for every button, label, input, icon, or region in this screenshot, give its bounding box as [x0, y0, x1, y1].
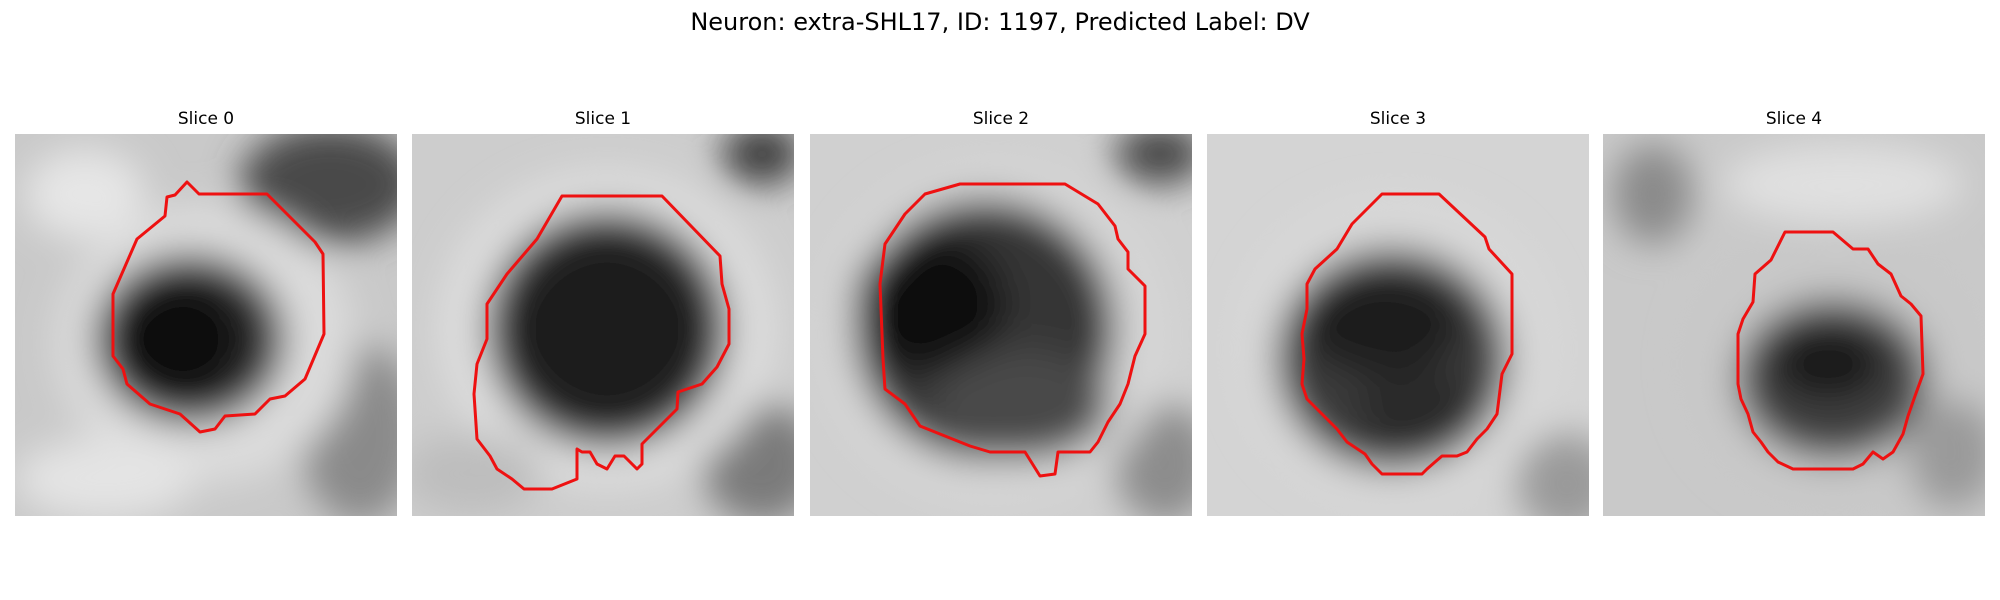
- roi-contour-0: [111, 180, 326, 434]
- slice-title-1: Slice 1: [574, 109, 632, 129]
- slice-title-4: Slice 4: [1765, 109, 1823, 129]
- figure-title: Neuron: extra-SHL17, ID: 1197, Predicted…: [690, 8, 1310, 36]
- slice-title-0: Slice 0: [177, 109, 235, 129]
- slice-image-0: [15, 134, 397, 516]
- slice-panel-1: Slice 1: [412, 107, 794, 521]
- roi-contour-1: [472, 194, 731, 491]
- roi-contour-4: [1736, 230, 1925, 471]
- slice-image-2: [810, 134, 1192, 516]
- roi-contour-3: [1300, 192, 1514, 476]
- slice-panel-2: Slice 2: [810, 107, 1192, 521]
- slice-title-3: Slice 3: [1369, 109, 1427, 129]
- slice-image-1: [412, 134, 794, 516]
- slice-title-2: Slice 2: [972, 109, 1030, 129]
- slice-image-3: [1207, 134, 1589, 516]
- slice-panel-0: Slice 0: [15, 107, 397, 521]
- slice-panel-3: Slice 3: [1207, 107, 1589, 521]
- slice-panel-4: Slice 4: [1603, 107, 1985, 521]
- roi-contour-2: [878, 182, 1147, 478]
- slice-image-4: [1603, 134, 1985, 516]
